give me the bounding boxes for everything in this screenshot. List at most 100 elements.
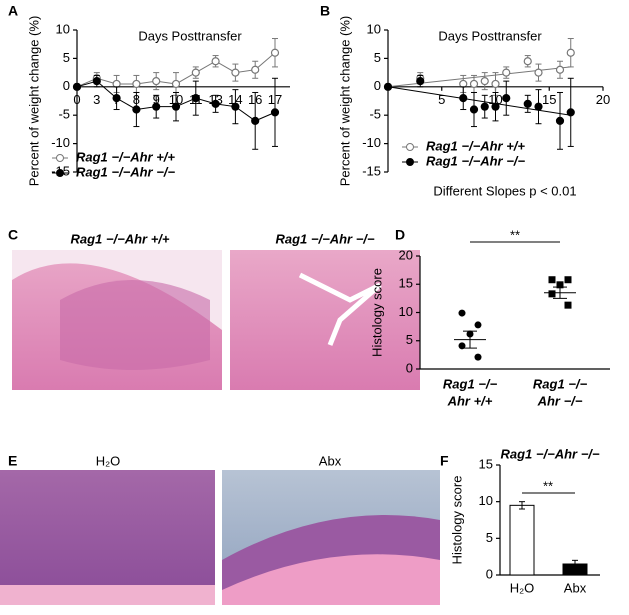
data-point (534, 68, 543, 77)
data-point (152, 102, 161, 111)
y-tick-label: -10 (362, 135, 381, 150)
x-tick-label: Abx (564, 580, 587, 595)
data-point (112, 94, 121, 103)
histology-image (230, 250, 420, 390)
significance: ** (543, 478, 553, 493)
data-point (92, 77, 101, 86)
data-point (191, 68, 200, 77)
data-point (474, 353, 482, 361)
y-axis-label: Histology score (449, 476, 464, 565)
legend-label: Rag1 −/−Ahr +/+ (426, 138, 525, 153)
y-tick-label: 0 (63, 78, 70, 93)
panel-letter: A (8, 3, 18, 19)
data-point (191, 94, 200, 103)
image-detail (12, 250, 222, 330)
y-tick-label: 5 (486, 530, 493, 545)
y-tick-label: 10 (399, 304, 413, 319)
data-point (231, 102, 240, 111)
data-point (270, 48, 280, 57)
data-point (548, 276, 556, 284)
y-tick-label: 10 (56, 21, 70, 36)
x-tick-label: 5 (438, 92, 445, 107)
legend-label: Rag1 −/−Ahr −/− (76, 164, 175, 179)
panel-letter: C (8, 227, 18, 243)
panel-letter: F (440, 453, 449, 469)
data-point (566, 108, 575, 117)
fit-line (387, 66, 571, 88)
image-detail (222, 554, 440, 605)
x-tick-label: H₂O (510, 580, 535, 595)
image-caption: Rag1 −/−Ahr −/− (276, 231, 375, 246)
y-tick-label: -15 (362, 163, 381, 178)
data-point (211, 57, 220, 66)
x-tick-label: Ahr +/+ (447, 393, 493, 408)
data-point (491, 79, 500, 89)
chart-title: Days Posttransfer (138, 28, 242, 43)
x-tick-label: 3 (93, 92, 100, 107)
data-point (458, 342, 466, 350)
legend-marker (406, 158, 414, 166)
data-point (211, 99, 220, 108)
y-tick-label: 10 (479, 493, 493, 508)
data-point (231, 68, 240, 77)
data-point (555, 65, 565, 74)
image-caption: Abx (319, 453, 342, 468)
histology-image (0, 470, 215, 605)
data-point (251, 65, 260, 74)
data-point (416, 77, 425, 86)
panel-letter: B (320, 3, 330, 19)
x-tick-label: Rag1 −/− (533, 376, 588, 391)
data-point (556, 281, 564, 289)
annotation: Different Slopes p < 0.01 (433, 183, 576, 198)
y-tick-label: 15 (479, 456, 493, 471)
data-point (480, 102, 489, 111)
data-point (469, 105, 479, 114)
panel-letter: D (395, 227, 405, 243)
y-tick-label: 0 (486, 566, 493, 581)
y-tick-label: 0 (374, 78, 381, 93)
data-point (383, 82, 393, 91)
image-caption: Rag1 −/−Ahr +/+ (71, 231, 170, 246)
image-detail (60, 280, 210, 370)
data-point (564, 276, 572, 284)
data-point (72, 82, 82, 91)
data-point (474, 321, 482, 329)
y-axis-label: Percent of weight change (%) (337, 16, 352, 187)
y-tick-label: 5 (374, 50, 381, 65)
x-tick-label: 15 (542, 92, 556, 107)
data-point (564, 301, 572, 309)
y-tick-label: -5 (58, 107, 70, 122)
legend-label: Rag1 −/−Ahr −/− (426, 153, 525, 168)
y-tick-label: 0 (406, 360, 413, 375)
data-point (502, 68, 511, 77)
data-point (491, 102, 500, 111)
x-tick-label: Ahr −/− (537, 393, 583, 408)
data-point (523, 99, 532, 108)
legend-marker (56, 154, 64, 162)
data-point (480, 77, 489, 86)
y-axis-label: Percent of weight change (%) (26, 16, 41, 187)
significance: ** (510, 227, 520, 242)
data-point (566, 48, 575, 57)
data-point (270, 108, 280, 117)
chart-title: Days Posttransfer (438, 28, 542, 43)
data-point (171, 79, 181, 89)
y-tick-label: 10 (367, 21, 381, 36)
panel-letter: E (8, 453, 17, 469)
y-tick-label: 5 (63, 50, 70, 65)
y-axis-label: Histology score (369, 268, 384, 357)
legend-marker (406, 143, 414, 151)
bar (509, 504, 535, 576)
data-point (459, 94, 468, 103)
data-point (555, 116, 565, 125)
histology-images (0, 250, 440, 605)
y-tick-label: -10 (51, 135, 70, 150)
image-detail (0, 585, 215, 605)
legend-label: Rag1 −/−Ahr +/+ (76, 149, 175, 164)
chart-title: Rag1 −/−Ahr −/− (501, 446, 600, 461)
data-point (152, 77, 161, 86)
data-point (251, 116, 260, 125)
image-detail (298, 272, 382, 346)
fit-line (387, 86, 571, 116)
